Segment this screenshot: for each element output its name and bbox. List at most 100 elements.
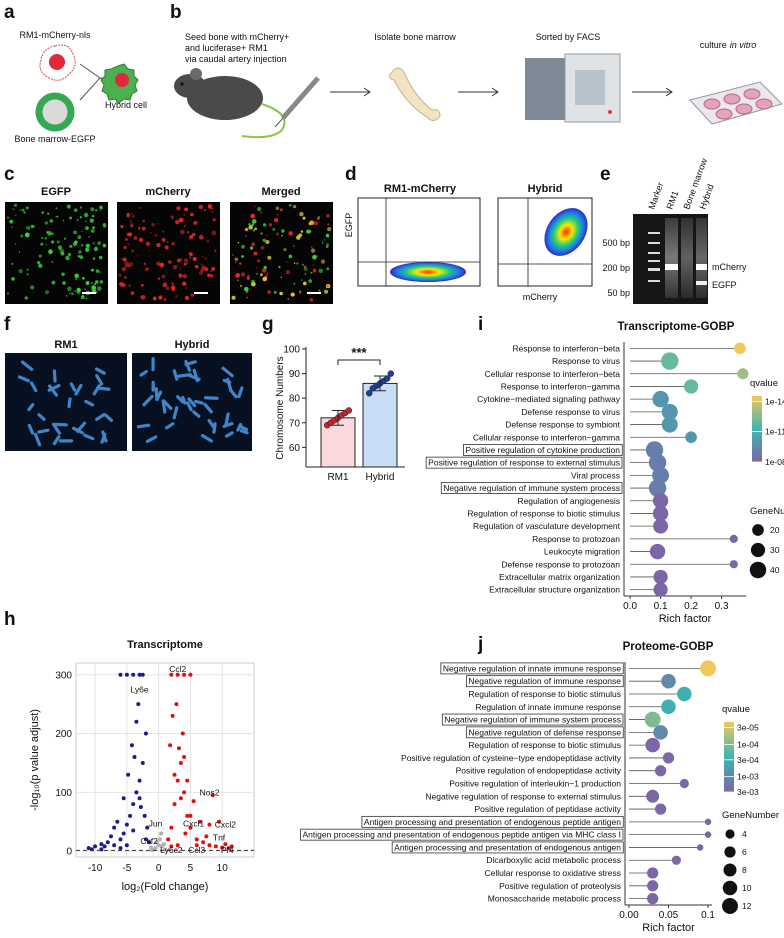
cell-dot [207,273,211,278]
cell-dot [102,222,107,227]
chromosome [181,395,187,405]
dot [729,560,738,569]
chart-title: Transcriptome-GOBP [618,321,735,333]
cell-dot [130,249,134,253]
cell-dot [140,294,146,300]
cell-dot [90,229,95,233]
cell-dot [90,282,93,285]
chromosome [33,432,42,447]
arrow [79,63,101,101]
cell-dot [211,267,216,271]
cell-dot [267,290,271,294]
data-point [169,825,174,830]
axis-label: log₂(Fold change) [122,881,209,893]
x-tick-label: 0.2 [684,601,698,612]
cell-dot [124,261,129,266]
cell-dot [184,262,187,266]
cell-dot [98,271,101,274]
cell-dot [205,257,207,260]
cell-dot [138,237,144,242]
term-label: Positive regulation of endopeptidase act… [456,766,622,776]
cell-dot [66,204,71,209]
cell-dot [171,242,175,246]
cell-dot [232,254,234,256]
schematic-a: RM1-mCherry-nls Bone marrow-EGFP Hybrid … [14,30,147,144]
label-box [465,726,624,739]
term-label: Response to interferon−gamma [501,381,621,391]
term-label: Positive regulation of cysteine−type end… [401,753,622,763]
dot [661,352,679,370]
cell-dot [137,255,139,257]
data-point [175,672,180,677]
cell-dot [95,280,99,284]
cell-dot [305,283,308,285]
cell-dot [30,285,35,290]
cell-dot [312,264,315,266]
cell-dot [62,219,65,222]
cell-dot [161,274,166,279]
cell-dot [63,237,67,240]
term-label: Positive regulation of interleukin−1 pro… [449,779,621,789]
data-point [118,672,123,677]
label-box [441,713,624,726]
data-point [112,825,117,830]
cell-dot [79,206,82,209]
cell-dot [85,247,90,252]
chromosome [53,422,68,427]
cell-dot [157,277,161,281]
data-point [188,813,193,818]
chromosome [204,396,219,400]
step-text: Isolate bone marrow [374,32,456,42]
chromosome [222,378,232,384]
cell-dot [290,292,295,297]
dot [662,752,675,764]
chromosome [76,421,87,433]
data-point [191,799,196,804]
term-label: Negative regulation of response to exter… [425,791,621,801]
axis-label: -log₁₀(p value adjust) [29,709,41,811]
cell-dot [47,212,50,215]
data-point [188,672,193,677]
legend-label: 20 [770,525,780,535]
chromosome [192,368,199,383]
x-tick-label: -10 [88,863,103,874]
data-point [105,840,110,845]
step-text: via caudal artery injection [185,54,287,64]
chromosome [229,388,238,399]
data-point [194,837,199,842]
error-bar [374,375,386,392]
label-box [391,841,624,854]
cell-dot [185,286,187,289]
fluorescence-image [230,202,333,304]
chromosome [151,380,155,392]
arrow [632,87,673,97]
cell-dot [210,270,212,273]
legend-label: 30 [770,545,780,555]
cell-dot [204,267,209,272]
cell-dot [310,271,313,274]
term-label: Leukocyte migration [544,547,620,557]
cell-dot [165,286,170,291]
cell-dot [170,285,176,290]
panel-label: i [478,314,483,335]
cell-dot [137,226,141,230]
cell-dot [280,276,283,279]
step-text: culture in vitro [700,40,757,50]
chromosome [29,381,38,393]
cell-dot [321,241,324,244]
cell-dot [84,225,90,231]
mouse [187,76,263,120]
data-point [143,731,148,736]
cell-dot [268,223,272,227]
cell-dot [181,281,187,287]
data-point [156,843,161,848]
dot [646,789,660,803]
chromosome [142,394,154,407]
cell-dot [303,267,308,271]
cell-dot [288,254,293,259]
cell-dot [131,214,135,218]
cell-dot [163,298,167,301]
band [648,232,660,234]
cell-dot [51,280,56,285]
lane [696,218,707,298]
